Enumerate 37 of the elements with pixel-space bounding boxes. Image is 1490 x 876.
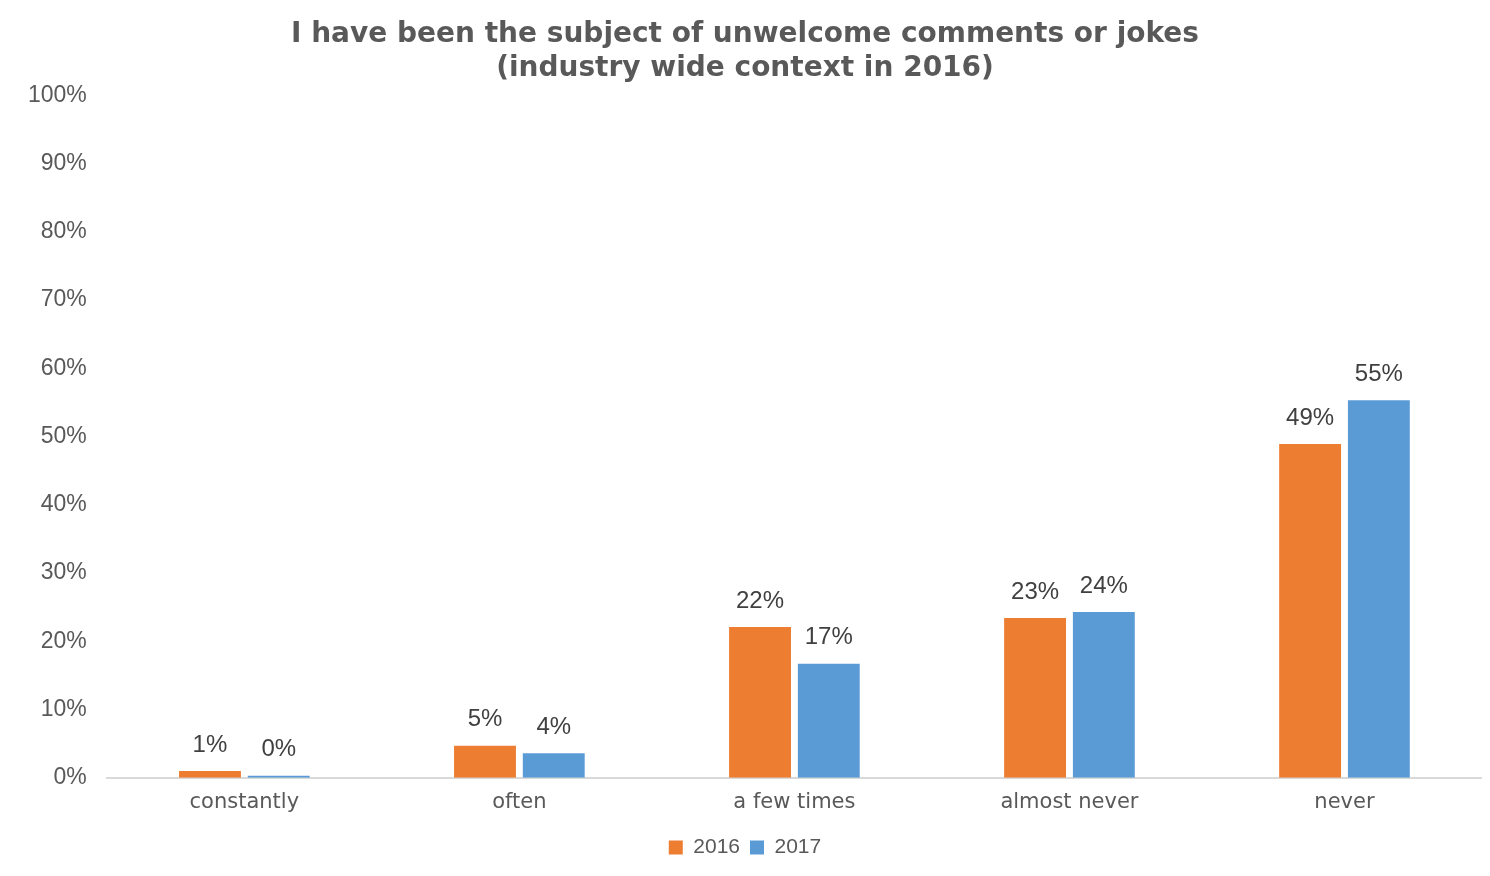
y-tick-label: 0% — [53, 763, 87, 790]
x-tick-label: often — [492, 788, 547, 813]
y-tick-label: 100% — [28, 80, 87, 107]
legend-label: 2016 — [693, 834, 740, 858]
bar — [454, 745, 516, 778]
x-tick-label: a few times — [733, 788, 856, 813]
y-tick-label: 10% — [40, 694, 87, 721]
chart-title: I have been the subject of unwelcome comments or jokes (industry wide context in 2016) — [290, 16, 1200, 83]
bar — [1279, 444, 1342, 778]
y-tick-label: 20% — [40, 626, 87, 653]
y-tick-label: 50% — [40, 421, 87, 448]
y-tick-label: 90% — [40, 148, 87, 175]
y-tick-label: 30% — [40, 558, 87, 585]
data-label: 23% — [1011, 576, 1060, 604]
data-label: 22% — [736, 585, 785, 613]
bar — [797, 663, 860, 778]
y-tick-label: 40% — [40, 490, 87, 517]
x-tick-label: almost never — [1000, 788, 1139, 813]
y-tick-label: 70% — [40, 285, 87, 312]
data-label: 17% — [804, 622, 853, 650]
y-tick-label: 60% — [40, 353, 87, 380]
data-label: 4% — [536, 711, 572, 739]
x-tick-label: constantly — [189, 788, 300, 813]
bar — [1347, 400, 1410, 778]
data-label: 55% — [1354, 358, 1403, 386]
y-tick-label: 80% — [40, 217, 87, 244]
data-label: 5% — [467, 704, 503, 732]
data-label: 24% — [1079, 570, 1128, 598]
bar — [1072, 611, 1135, 778]
legend-label: 2017 — [774, 834, 822, 858]
data-label: 0% — [261, 734, 297, 762]
x-tick-label: never — [1314, 788, 1375, 813]
data-label: 1% — [192, 729, 228, 757]
bar — [729, 626, 791, 778]
bar — [522, 753, 585, 778]
data-label: 49% — [1286, 402, 1335, 430]
bar — [1004, 618, 1067, 778]
